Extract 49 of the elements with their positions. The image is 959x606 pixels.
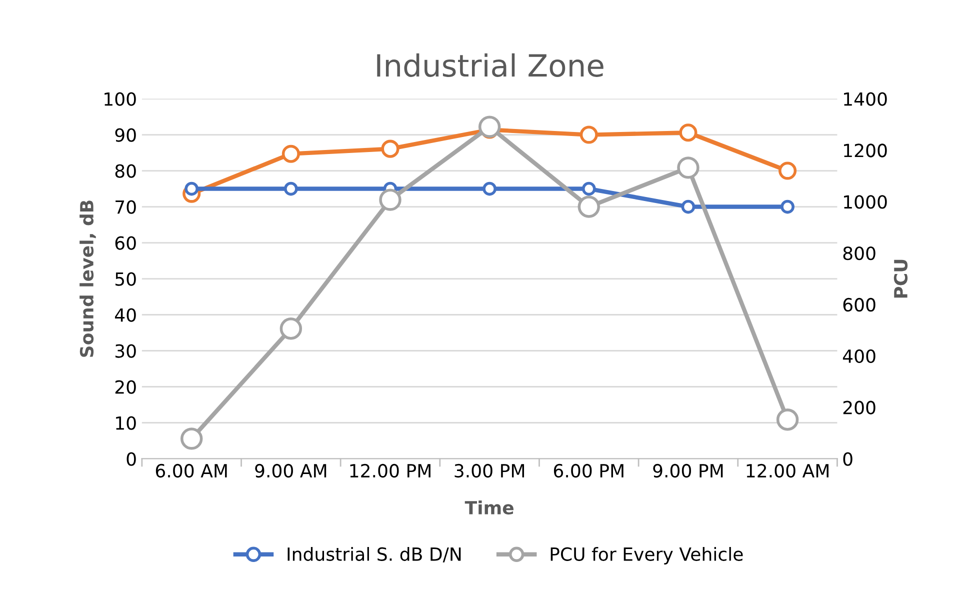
point xyxy=(284,182,298,196)
legend-label: Industrial S. dB D/N xyxy=(288,546,461,562)
point xyxy=(582,182,596,196)
x-tick-label: 12.00 AM xyxy=(746,464,828,478)
point xyxy=(379,188,402,211)
y2-tick-label: 800 xyxy=(843,246,876,260)
point xyxy=(679,124,698,142)
y-tick-label: 80 xyxy=(115,164,136,178)
legend-label: PCU for Every Vehicle xyxy=(550,546,743,564)
x-tick-label: 9.00 PM xyxy=(653,464,723,478)
y-tick-label: 50 xyxy=(115,272,136,286)
point xyxy=(776,408,799,431)
y-tick-label: 30 xyxy=(115,344,136,358)
y2-tick-label: 1000 xyxy=(844,195,887,209)
y-tick-label: 90 xyxy=(115,128,136,142)
y2-tick-label: 400 xyxy=(842,349,876,364)
y-tick-label: 70 xyxy=(116,200,136,214)
point xyxy=(381,140,400,158)
y-tick-label: 10 xyxy=(116,416,136,430)
point xyxy=(478,116,501,138)
y-tick-label: 0 xyxy=(126,452,136,466)
x-tick-label: 6.00 PM xyxy=(554,464,624,478)
point xyxy=(780,200,794,214)
point xyxy=(280,318,302,340)
point xyxy=(180,428,203,450)
y2-tick-label: 600 xyxy=(843,298,876,312)
point xyxy=(580,126,598,144)
y2-tick-label: 200 xyxy=(843,400,876,414)
y-tick-label: 100 xyxy=(104,92,136,106)
y-axis-title: Sound level, dB xyxy=(80,200,96,357)
y-tick-label: 60 xyxy=(115,236,136,250)
point xyxy=(677,156,700,179)
point xyxy=(578,196,600,218)
point xyxy=(778,162,797,180)
x-axis-title: Time xyxy=(464,500,514,514)
y2-tick-label: 1400 xyxy=(844,92,887,106)
y-tick-label: 40 xyxy=(114,308,136,322)
y2-tick-label: 1200 xyxy=(844,144,887,158)
point xyxy=(282,144,300,163)
x-tick-label: 9.00 AM xyxy=(255,464,326,478)
x-tick-label: 6.00 AM xyxy=(156,464,227,478)
y2-tick-label: 0 xyxy=(843,452,852,466)
chart-title: Industrial Zone xyxy=(377,53,604,77)
point xyxy=(681,200,696,214)
point xyxy=(482,182,497,196)
x-tick-label: 12.00 PM xyxy=(350,464,430,478)
y-tick-label: 20 xyxy=(115,380,136,394)
x-tick-label: 3.00 PM xyxy=(454,464,524,478)
y2-axis-title: PCU xyxy=(894,260,908,298)
